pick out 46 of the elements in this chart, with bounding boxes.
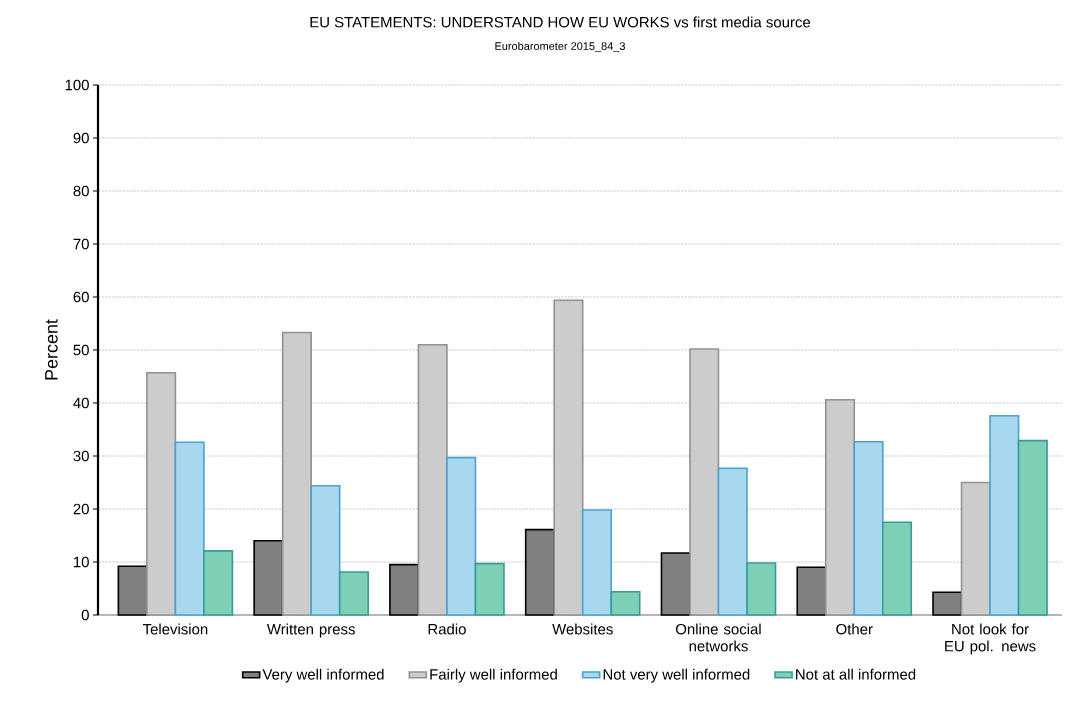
bar <box>338 571 369 616</box>
y-tick-label: 30 <box>73 450 89 462</box>
bar <box>310 484 341 616</box>
y-tick-label: 20 <box>73 503 89 515</box>
y-tick-label: 70 <box>73 238 89 250</box>
y-axis-title: Percent <box>45 319 58 380</box>
bar <box>881 521 913 616</box>
bar <box>1017 439 1048 616</box>
bar <box>824 399 856 616</box>
legend-label: Fairly well informed <box>430 668 557 683</box>
chart-subtitle: Eurobarometer 2015_84_3 <box>495 41 625 53</box>
y-tick-label: 0 <box>81 609 89 621</box>
bar <box>610 590 641 616</box>
bar <box>281 331 312 616</box>
x-tick-label: Online social networks <box>676 623 761 652</box>
y-tick-label: 40 <box>73 397 89 409</box>
bar <box>689 348 720 616</box>
bar <box>960 481 991 616</box>
bar <box>989 414 1020 616</box>
x-tick-label: Other <box>836 623 873 635</box>
bar <box>474 562 505 616</box>
bar <box>853 440 884 616</box>
bar <box>146 371 177 616</box>
x-tick-label: Not look for EU pol. news <box>945 623 1036 655</box>
bar <box>746 562 777 616</box>
bar <box>417 343 448 616</box>
bar <box>553 299 584 616</box>
x-tick-label: Television <box>142 623 208 635</box>
chart-title: EU STATEMENTS: UNDERSTAND HOW EU WORKS vs first media source <box>310 16 811 28</box>
bar <box>446 456 477 616</box>
y-tick-label: 100 <box>65 79 89 91</box>
y-tick-label: 90 <box>73 132 89 144</box>
y-tick-label: 50 <box>73 344 89 356</box>
y-tick-label: 10 <box>74 556 89 568</box>
y-tick-label: 60 <box>73 291 89 303</box>
bar <box>174 441 205 616</box>
legend-label: Very well informed <box>262 668 384 683</box>
bar <box>203 550 234 616</box>
legend-label: Not at all informed <box>796 668 916 680</box>
legend-label: Not very well informed <box>603 668 750 683</box>
bar <box>717 467 748 616</box>
x-tick-label: Written press <box>266 623 355 638</box>
x-tick-label: Websites <box>552 623 613 635</box>
bar <box>581 509 613 616</box>
y-tick-label: 80 <box>73 185 89 197</box>
x-tick-label: Radio <box>428 623 466 635</box>
